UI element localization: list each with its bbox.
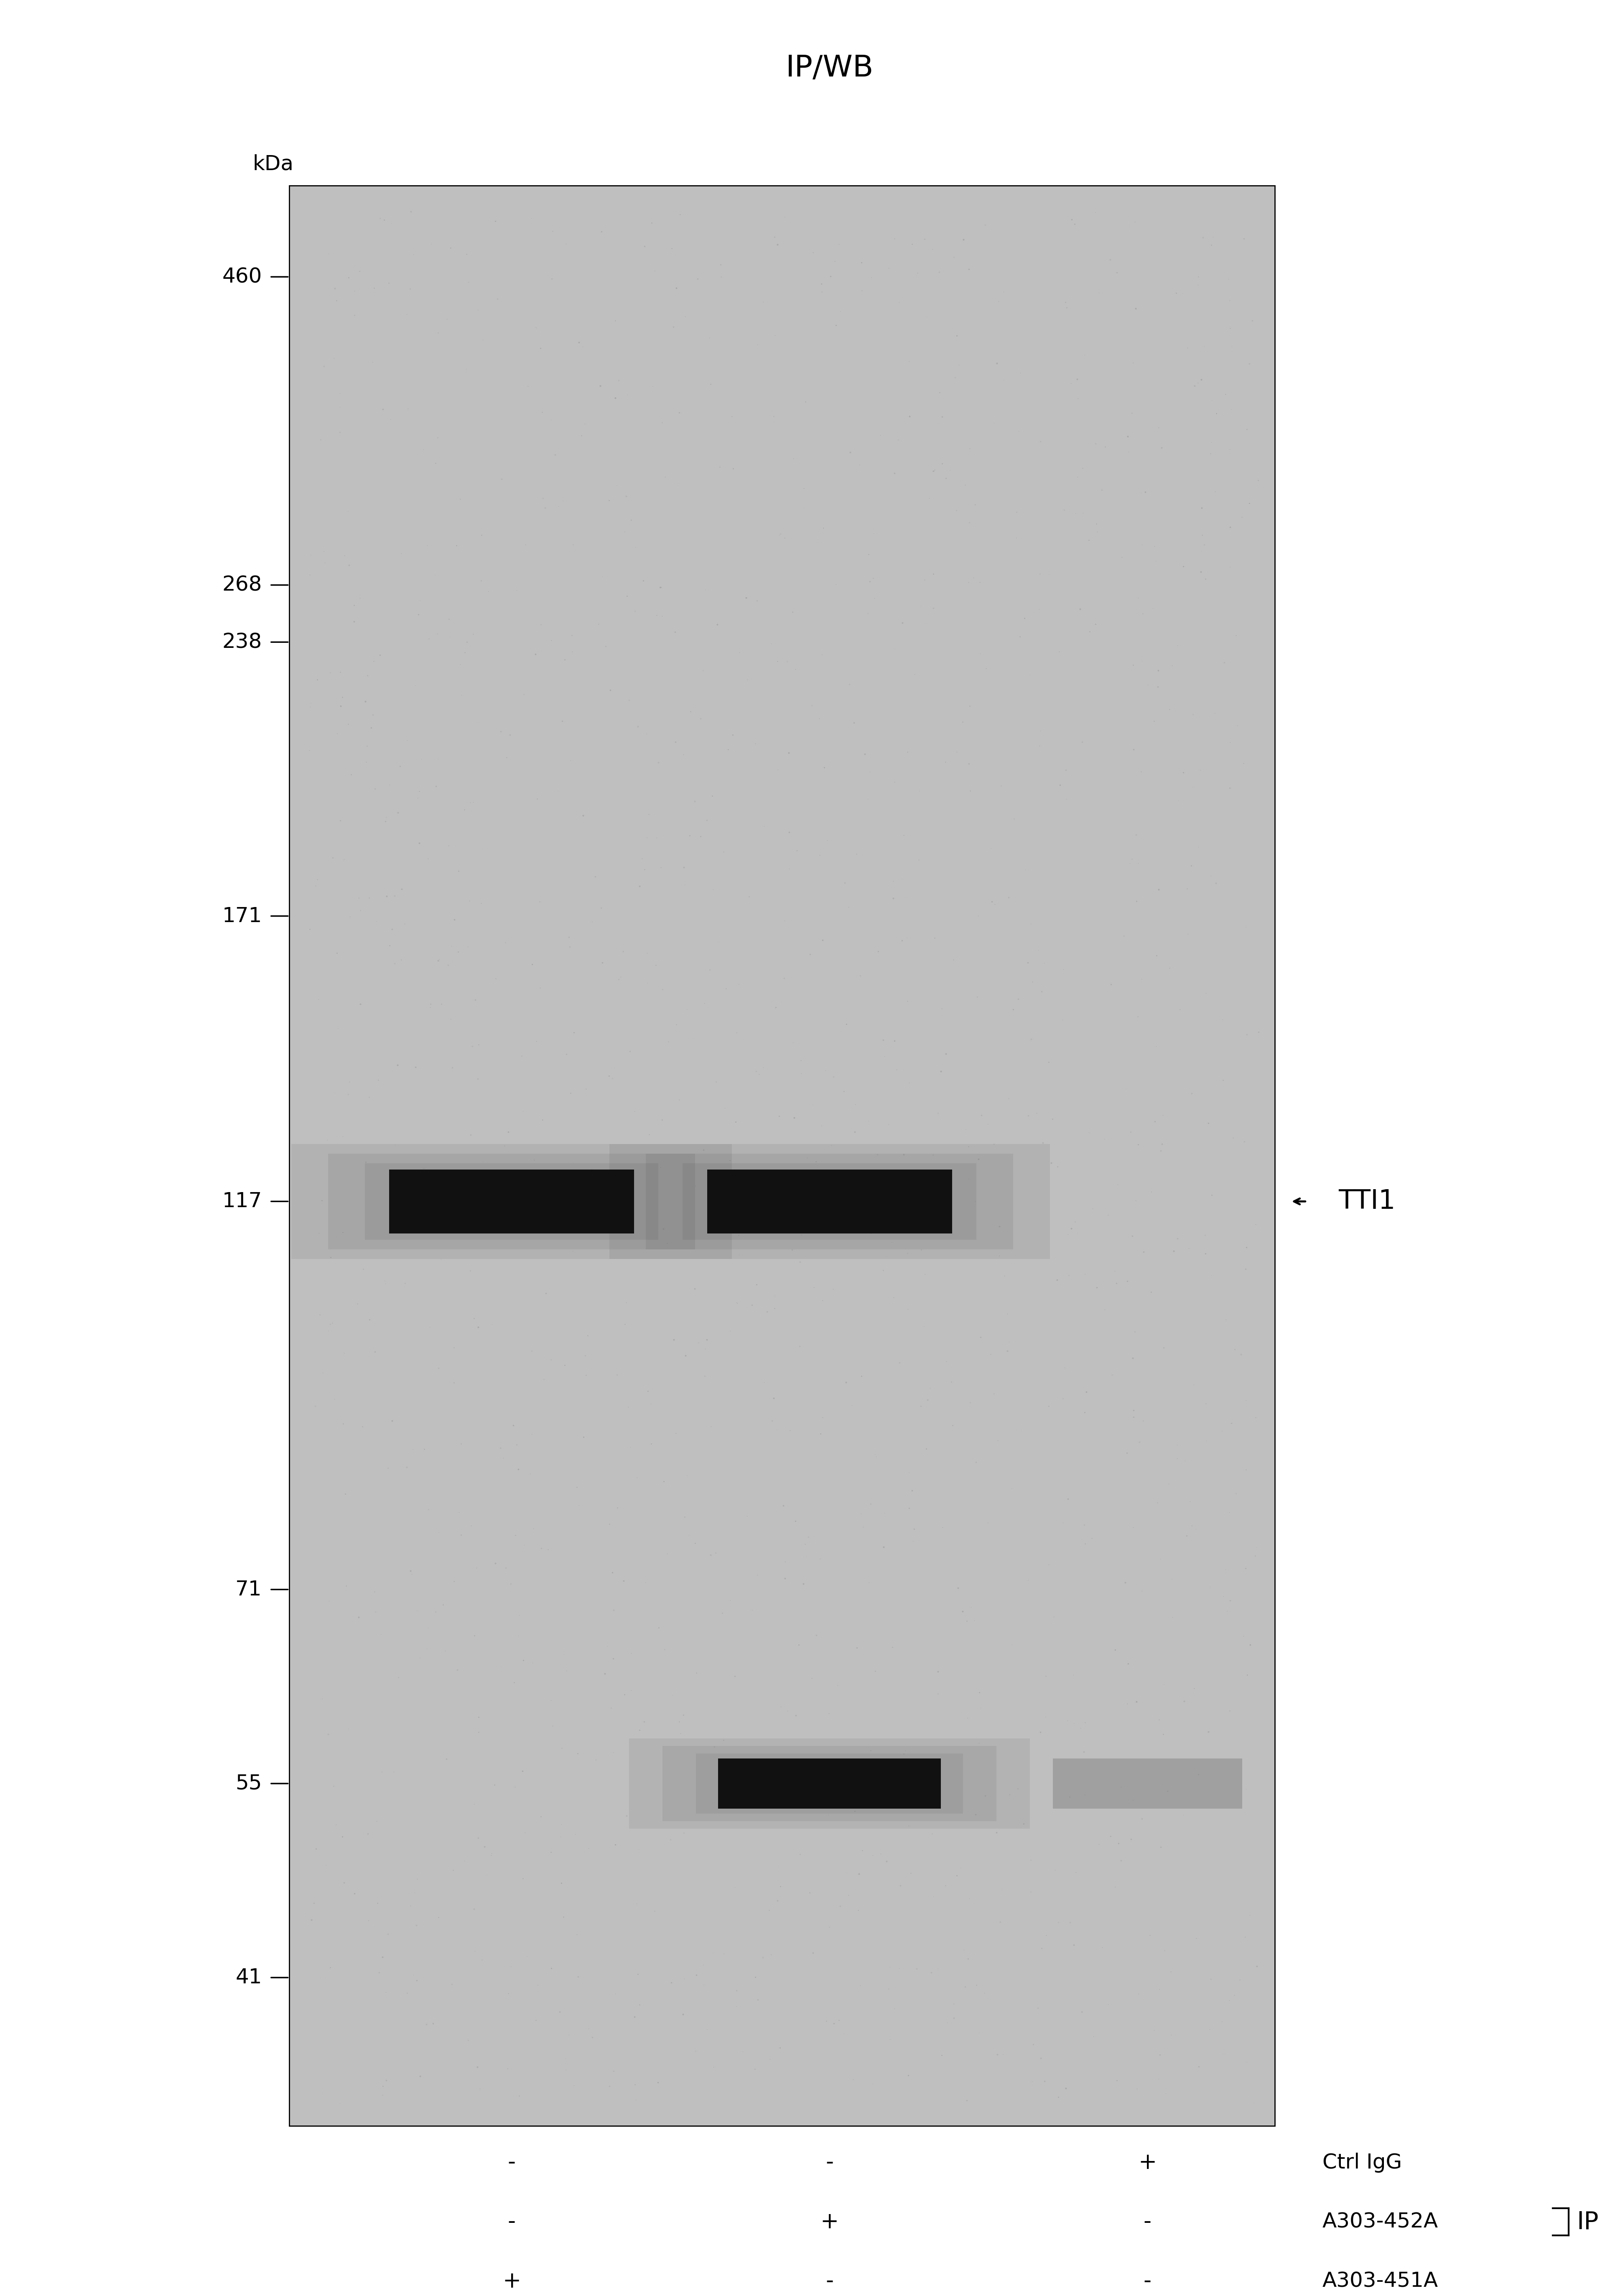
Text: 268: 268 xyxy=(221,574,262,595)
Bar xyxy=(610,1143,1050,1258)
Bar xyxy=(364,1164,658,1240)
Text: IP/WB: IP/WB xyxy=(785,55,873,83)
Bar xyxy=(629,1738,1030,1828)
Text: 55: 55 xyxy=(236,1773,262,1793)
Bar xyxy=(289,186,1274,2126)
Text: -: - xyxy=(1143,2211,1151,2232)
Text: -: - xyxy=(1143,2271,1151,2291)
Bar xyxy=(719,1759,941,1809)
Text: 71: 71 xyxy=(236,1580,262,1600)
Text: 171: 171 xyxy=(221,907,262,925)
Text: Ctrl IgG: Ctrl IgG xyxy=(1323,2151,1401,2172)
Text: A303-451A: A303-451A xyxy=(1323,2271,1438,2291)
Text: +: + xyxy=(820,2211,839,2232)
Text: IP: IP xyxy=(1576,2211,1599,2234)
Text: 238: 238 xyxy=(221,631,262,652)
Text: +: + xyxy=(1138,2151,1157,2174)
Bar xyxy=(327,1153,695,1249)
Text: -: - xyxy=(825,2271,833,2291)
Bar xyxy=(708,1169,952,1233)
Text: A303-452A: A303-452A xyxy=(1323,2211,1438,2232)
Text: -: - xyxy=(507,2211,515,2232)
Bar xyxy=(645,1153,1013,1249)
Text: -: - xyxy=(825,2151,833,2174)
Bar xyxy=(697,1754,963,1814)
Bar xyxy=(291,1143,732,1258)
Text: 41: 41 xyxy=(236,1968,262,1988)
Bar xyxy=(663,1745,997,1821)
Bar xyxy=(1053,1759,1242,1809)
Text: 117: 117 xyxy=(221,1192,262,1212)
Text: TTI1: TTI1 xyxy=(1339,1189,1395,1215)
Bar xyxy=(388,1169,634,1233)
Bar xyxy=(682,1164,976,1240)
Text: +: + xyxy=(502,2271,522,2291)
Text: kDa: kDa xyxy=(252,154,294,174)
Text: -: - xyxy=(507,2151,515,2174)
Text: 460: 460 xyxy=(221,266,262,287)
